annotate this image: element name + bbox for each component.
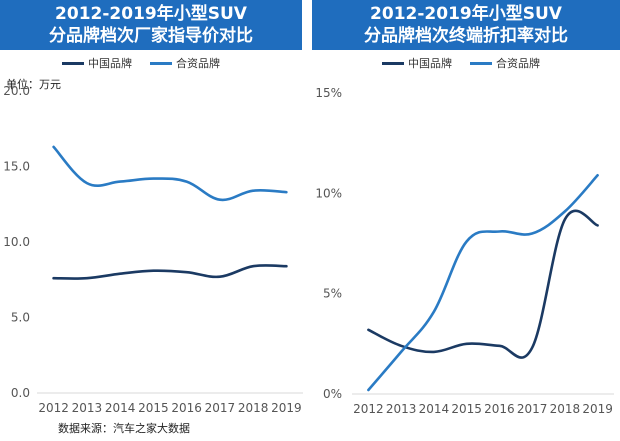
right-data-point-china	[530, 346, 534, 350]
legend-item-joint: 合资品牌	[470, 55, 540, 71]
left-data-point-joint	[85, 181, 89, 185]
legend-swatch-joint	[470, 61, 492, 65]
left-y-tick-label: 20.0	[3, 84, 30, 98]
right-series-line-china	[367, 209, 599, 359]
left-data-point-joint	[284, 190, 288, 194]
left-data-point-china	[251, 264, 255, 268]
left-y-tick-label: 10.0	[3, 235, 30, 249]
left-data-point-joint	[52, 145, 56, 149]
legend-item-china: 中国品牌	[382, 55, 452, 71]
right-chart-title-box: 2012-2019年小型SUV 分品牌档次终端折扣率对比	[312, 0, 620, 50]
right-title-line1: 2012-2019年小型SUV	[370, 4, 562, 24]
left-data-point-joint	[118, 180, 122, 184]
left-data-point-china	[118, 272, 122, 276]
right-data-point-joint	[596, 173, 600, 177]
right-y-tick-label: 0%	[323, 387, 342, 401]
left-data-point-china	[185, 270, 189, 274]
right-data-point-joint	[432, 310, 436, 314]
left-data-point-china	[218, 275, 222, 279]
right-title-line2: 分品牌档次终端折扣率对比	[364, 26, 568, 46]
right-x-tick-label: 2016	[484, 402, 515, 416]
unit-label: 单位：万元	[6, 78, 61, 91]
right-x-tick-label: 2017	[517, 402, 548, 416]
left-data-point-china	[284, 264, 288, 268]
left-x-tick-label: 2012	[38, 401, 69, 415]
left-y-tick-label: 5.0	[11, 311, 30, 325]
legend-swatch-joint	[150, 61, 172, 65]
right-x-tick-label: 2013	[386, 402, 417, 416]
legend-label-china: 中国品牌	[88, 57, 132, 70]
legend-label-china: 中国品牌	[408, 57, 452, 70]
legend-item-china: 中国品牌	[62, 55, 132, 71]
left-data-point-china	[85, 276, 89, 280]
left-x-tick-label: 2016	[171, 401, 202, 415]
right-data-point-china	[563, 217, 567, 221]
right-y-tick-label: 15%	[315, 86, 342, 100]
right-data-point-joint	[497, 230, 501, 234]
right-data-point-joint	[530, 232, 534, 236]
left-x-tick-label: 2019	[271, 401, 302, 415]
right-x-tick-label: 2015	[451, 402, 482, 416]
left-data-point-china	[151, 269, 155, 273]
left-x-tick-label: 2018	[238, 401, 269, 415]
left-data-point-joint	[218, 198, 222, 202]
right-y-tick-label: 10%	[315, 186, 342, 200]
right-data-point-china	[399, 344, 403, 348]
right-data-point-joint	[465, 240, 469, 244]
right-data-point-china	[497, 344, 501, 348]
right-x-tick-label: 2018	[550, 402, 581, 416]
left-data-point-joint	[151, 177, 155, 181]
left-data-point-joint	[251, 189, 255, 193]
right-data-point-china	[366, 328, 370, 332]
right-x-tick-label: 2014	[419, 402, 450, 416]
legend-label-joint: 合资品牌	[496, 57, 540, 70]
left-data-point-china	[52, 276, 56, 280]
right-series-line-joint	[367, 174, 599, 392]
left-series-line-china	[52, 264, 288, 280]
left-y-tick-label: 15.0	[3, 160, 30, 174]
right-data-point-china	[432, 350, 436, 354]
left-legend: 中国品牌 合资品牌	[62, 55, 238, 71]
left-title-line2: 分品牌档次厂家指导价对比	[49, 26, 253, 46]
legend-item-joint: 合资品牌	[150, 55, 220, 71]
left-x-tick-label: 2015	[138, 401, 169, 415]
left-chart-title-box: 2012-2019年小型SUV 分品牌档次厂家指导价对比	[0, 0, 302, 50]
right-data-point-china	[596, 223, 600, 227]
left-data-point-joint	[185, 180, 189, 184]
right-data-point-joint	[399, 350, 403, 354]
left-x-tick-label: 2014	[105, 401, 136, 415]
right-data-point-china	[465, 342, 469, 346]
right-data-point-joint	[366, 388, 370, 392]
right-data-point-joint	[563, 209, 567, 213]
right-x-tick-label: 2012	[353, 402, 384, 416]
right-y-tick-label: 5%	[323, 287, 342, 301]
legend-swatch-china	[382, 61, 404, 65]
left-x-tick-label: 2017	[205, 401, 236, 415]
left-title-line1: 2012-2019年小型SUV	[55, 4, 247, 24]
right-legend: 中国品牌 合资品牌	[382, 55, 558, 71]
legend-label-joint: 合资品牌	[176, 57, 220, 70]
left-series-line-joint	[52, 145, 288, 202]
right-x-tick-label: 2019	[582, 402, 613, 416]
left-x-tick-label: 2013	[72, 401, 103, 415]
left-y-tick-label: 0.0	[11, 386, 30, 400]
legend-swatch-china	[62, 61, 84, 65]
data-source: 数据来源：汽车之家大数据	[58, 422, 190, 435]
